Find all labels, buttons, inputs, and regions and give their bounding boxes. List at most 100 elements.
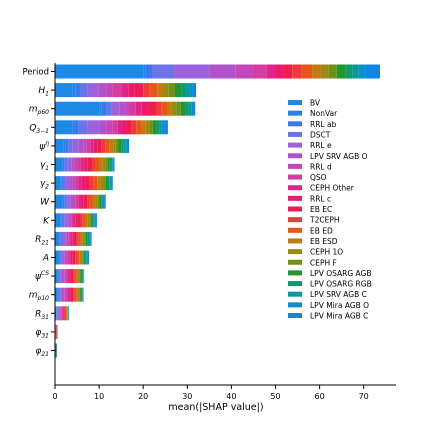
bar-segment: [79, 269, 80, 283]
bar-segment: [73, 176, 76, 190]
bar-segment: [60, 213, 61, 227]
bar-segment: [88, 83, 99, 97]
bar-segment: [121, 139, 123, 153]
bar-segment: [79, 251, 81, 265]
bar-segment: [58, 288, 59, 302]
bar-segment: [100, 195, 101, 209]
bar-segment: [67, 195, 71, 209]
bar-segment: [57, 306, 58, 320]
bar-segment: [63, 195, 65, 209]
bar-segment: [110, 158, 112, 172]
legend-swatch: [288, 238, 302, 243]
legend-label: RRL d: [310, 162, 332, 171]
bar-segment: [71, 195, 74, 209]
bar-segment: [59, 306, 60, 320]
bar-segment: [63, 176, 66, 190]
bar-segment: [76, 213, 78, 227]
bar-segment: [77, 269, 78, 283]
bar-segment: [111, 176, 112, 190]
legend-label: LPV Mira AGB O: [310, 301, 369, 310]
bar-segment: [87, 251, 88, 265]
bar-segment: [67, 288, 69, 302]
legend-label: CEPH 1O: [310, 248, 343, 257]
bar-segment: [81, 288, 82, 302]
bar-segment: [143, 65, 146, 79]
bar-segment: [66, 269, 68, 283]
bar-segment: [67, 213, 69, 227]
bar-segment: [84, 158, 88, 172]
legend-swatch: [288, 249, 302, 254]
bar-segment: [101, 195, 102, 209]
bar-segment: [106, 176, 108, 190]
bar-segment: [65, 139, 68, 153]
bar-segment: [88, 158, 92, 172]
bar-segment: [152, 65, 174, 79]
bar-segment: [88, 213, 90, 227]
bar-segment: [87, 232, 88, 246]
bar-segment: [62, 269, 64, 283]
bar-segment: [176, 102, 180, 116]
bar-segment: [175, 83, 181, 97]
bar-segment: [88, 120, 99, 134]
bar-segment: [55, 213, 60, 227]
bar-segment: [69, 232, 71, 246]
bar-segment: [59, 288, 60, 302]
bar-segment: [105, 158, 108, 172]
bar-segment: [90, 139, 94, 153]
legend-label: QSO: [310, 173, 327, 182]
legend-label: LPV OSARG AGB: [310, 269, 372, 278]
bar-segment: [86, 251, 87, 265]
bar-segment: [81, 288, 82, 302]
legend-swatch: [288, 132, 302, 137]
bar-segment: [93, 195, 96, 209]
bar-segment: [84, 195, 88, 209]
y-tick-label: φ31: [35, 328, 49, 340]
bar-segment: [104, 195, 105, 209]
x-axis-title: mean(|SHAP value|): [168, 402, 263, 413]
bar-segment: [66, 251, 67, 265]
bar-segment: [61, 213, 62, 227]
bar-segment: [162, 120, 165, 134]
legend-swatch: [288, 270, 302, 275]
bar-segment: [167, 102, 171, 116]
bar-segment: [73, 120, 75, 134]
bar-segment: [134, 83, 143, 97]
bar-segment: [71, 288, 73, 302]
legend-label: RRL e: [310, 141, 332, 150]
bar-segment: [60, 176, 61, 190]
bar-segment: [189, 102, 192, 116]
x-tick-label: 40: [226, 392, 236, 401]
legend-label: BV: [310, 99, 321, 108]
bar-segment: [77, 232, 79, 246]
bar-segment: [65, 195, 68, 209]
bar-segment: [63, 306, 64, 320]
bar-segment: [62, 306, 63, 320]
bar-segment: [60, 288, 62, 302]
bar-segment: [79, 120, 88, 134]
bar-segment: [65, 213, 68, 227]
bar-segment: [292, 65, 301, 79]
legend-label: T2CEPH: [309, 216, 340, 225]
legend-label: CEPH F: [310, 258, 337, 267]
legend-label: DSCT: [310, 130, 331, 139]
bar-segment: [85, 251, 86, 265]
legend-label: EB ESD: [310, 237, 338, 246]
bar-segment: [105, 139, 109, 153]
bar-segment: [61, 176, 63, 190]
legend-label: LPV SRV AGB C: [310, 290, 367, 299]
bar-segment: [87, 139, 91, 153]
bar-segment: [97, 176, 100, 190]
bar-segment: [153, 120, 157, 134]
bar-segment: [61, 306, 62, 320]
bar-segment: [267, 65, 276, 79]
bar-segment: [78, 269, 79, 283]
bar-segment: [136, 102, 142, 116]
legend-label: EB ED: [310, 226, 333, 235]
bar-segment: [70, 213, 72, 227]
bar-segment: [69, 251, 71, 265]
bar-segment: [65, 232, 67, 246]
bar-segment: [62, 288, 64, 302]
bar-segment: [103, 195, 104, 209]
bar-segment: [89, 232, 90, 246]
